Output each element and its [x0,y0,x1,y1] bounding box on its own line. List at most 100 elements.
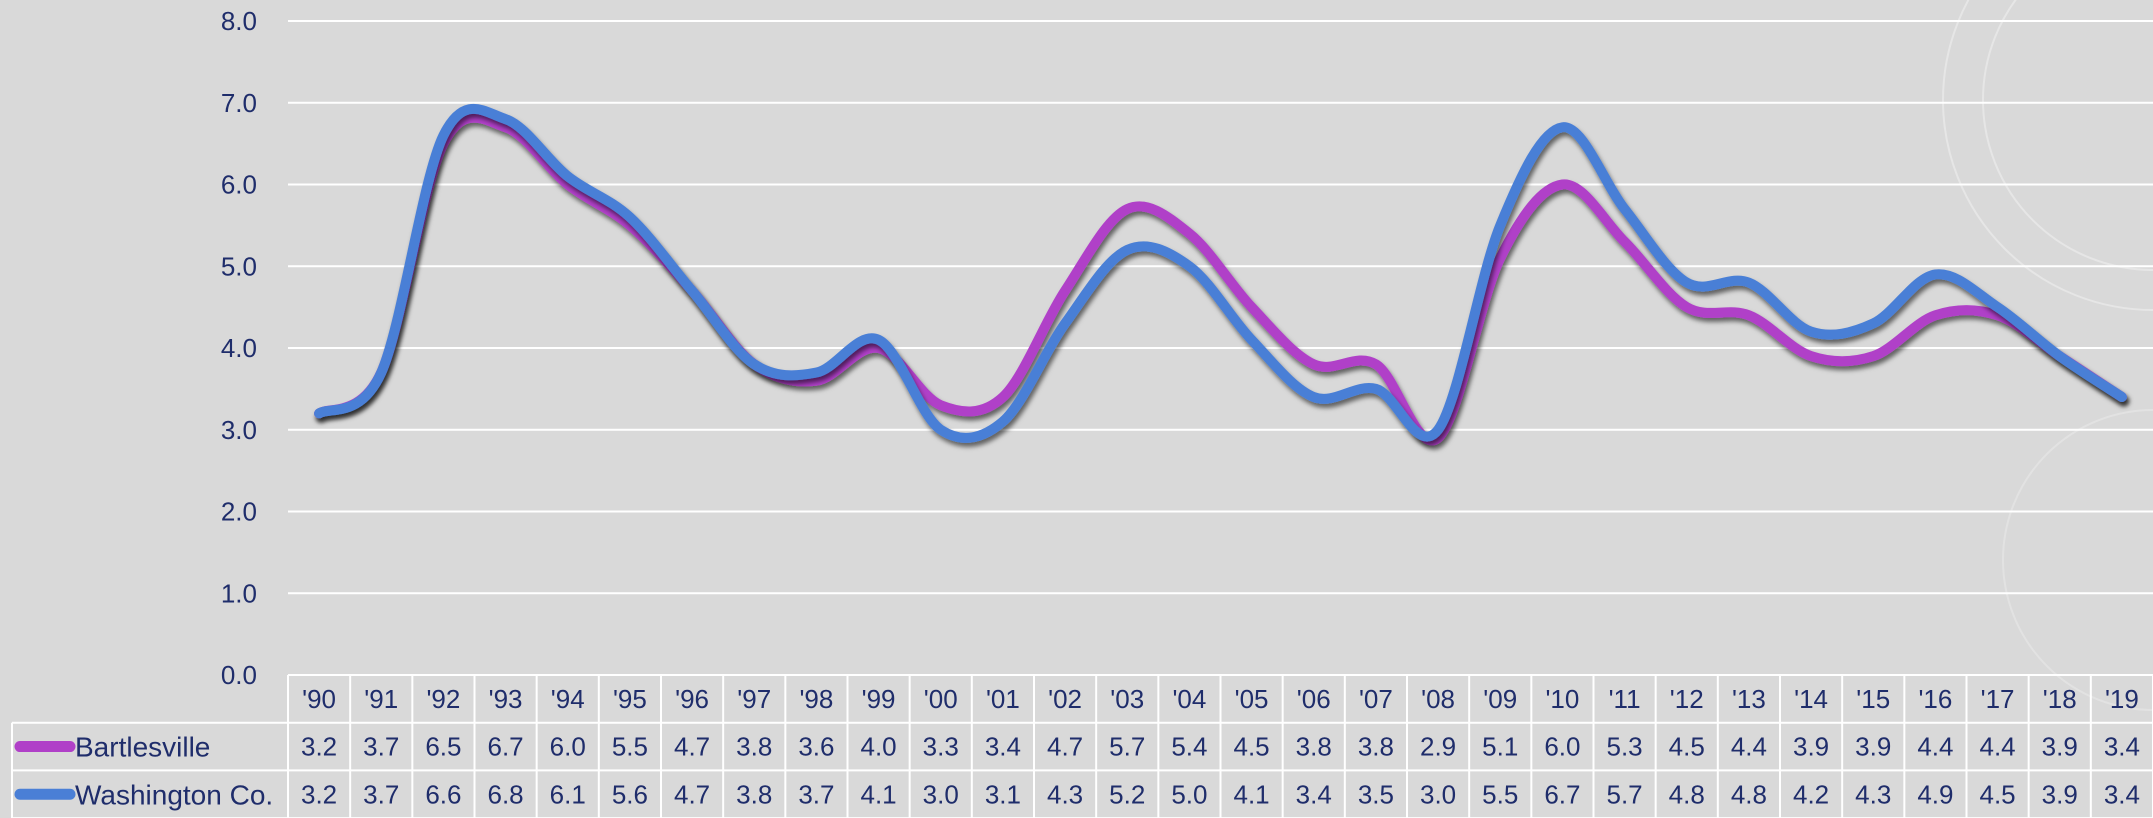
data-label: 4.0 [861,732,897,762]
y-tick-label: 1.0 [221,578,257,608]
data-label: 3.4 [1296,779,1332,809]
data-label: 3.2 [301,779,337,809]
data-label: 4.4 [1917,732,1953,762]
data-label: 3.4 [2104,779,2140,809]
y-tick-label: 6.0 [221,170,257,200]
y-tick-label: 8.0 [221,6,257,36]
data-label: 6.7 [1544,779,1580,809]
y-axis: 0.0 1.0 2.0 3.0 4.0 5.0 6.0 7.0 8.0 [221,6,257,690]
data-label: 4.2 [1793,779,1829,809]
x-tick-label: '12 [1670,684,1704,714]
x-tick-label: '01 [986,684,1020,714]
x-tick-label: '07 [1359,684,1393,714]
data-label: 3.8 [736,779,772,809]
data-label: 4.9 [1917,779,1953,809]
x-tick-label: '00 [924,684,958,714]
x-tick-label: '02 [1048,684,1082,714]
x-tick-label: '08 [1421,684,1455,714]
x-tick-label: '11 [1609,684,1641,714]
x-tick-label: '92 [426,684,460,714]
x-tick-label: '04 [1172,684,1206,714]
legend-entry: Bartlesville [75,732,210,763]
data-label: 3.0 [1420,779,1456,809]
data-label: 4.5 [1980,779,2016,809]
data-label: 4.7 [674,779,710,809]
data-label: 5.0 [1171,779,1207,809]
series-lines [314,103,2127,446]
x-tick-label: '98 [799,684,833,714]
data-label: 4.5 [1669,732,1705,762]
series-line-washington-co [314,103,2127,443]
data-label: 6.5 [425,732,461,762]
data-label: 3.8 [1358,732,1394,762]
data-label: 2.9 [1420,732,1456,762]
x-tick-label: '95 [613,684,647,714]
x-tick-label: '93 [489,684,523,714]
x-tick-label: '94 [551,684,585,714]
data-label: 5.7 [1109,732,1145,762]
data-label: 3.9 [1855,732,1891,762]
series-line-bartlesville [314,112,2127,446]
legend-entry: Washington Co. [75,779,273,810]
data-table: '90 '91 '92 '93 '94 '95 '96 '97 '98 '99 '00 '01 '02 '… [11,674,2153,818]
data-label: 4.7 [674,732,710,762]
y-tick-label: 4.0 [221,333,257,363]
y-tick-label: 0.0 [221,660,257,690]
data-label: 6.8 [488,779,524,809]
data-label: 3.2 [301,732,337,762]
x-tick-label: '96 [675,684,709,714]
background-decoration [1942,0,2153,711]
x-tick-label: '18 [2043,684,2077,714]
data-label: 3.4 [2104,732,2140,762]
x-tick-label: '91 [364,684,398,714]
data-label: 3.3 [923,732,959,762]
x-tick-label: '90 [302,684,336,714]
x-tick-label: '10 [1545,684,1579,714]
data-label: 3.9 [2042,732,2078,762]
x-tick-label: '03 [1110,684,1144,714]
data-label: 3.6 [798,732,834,762]
data-label: 4.8 [1731,779,1767,809]
x-tick-label: '14 [1794,684,1828,714]
x-tick-label: '13 [1732,684,1766,714]
data-label: 4.5 [1234,732,1270,762]
y-tick-label: 5.0 [221,251,257,281]
data-label: 3.9 [1793,732,1829,762]
x-tick-label: '06 [1297,684,1331,714]
x-tick-label: '05 [1235,684,1269,714]
data-label: 5.3 [1607,732,1643,762]
x-tick-label: '17 [1981,684,2015,714]
data-label: 4.7 [1047,732,1083,762]
data-label: 5.2 [1109,779,1145,809]
data-label: 4.3 [1047,779,1083,809]
data-label: 3.4 [985,732,1021,762]
data-label: 5.1 [1482,732,1518,762]
data-label: 3.7 [363,779,399,809]
x-tick-label: '15 [1856,684,1890,714]
data-label: 3.0 [923,779,959,809]
x-tick-label: '16 [1918,684,1952,714]
data-label: 3.5 [1358,779,1394,809]
data-label: 5.5 [1482,779,1518,809]
data-label: 3.8 [1296,732,1332,762]
data-label: 3.7 [363,732,399,762]
data-label: 6.0 [1544,732,1580,762]
x-tick-label: '09 [1483,684,1517,714]
x-tick-label: '19 [2105,684,2139,714]
data-label: 5.4 [1171,732,1207,762]
x-tick-label: '97 [737,684,771,714]
data-label: 3.8 [736,732,772,762]
data-label: 6.6 [425,779,461,809]
data-label: 4.4 [1980,732,2016,762]
data-label: 3.9 [2042,779,2078,809]
data-label: 4.8 [1669,779,1705,809]
y-tick-label: 7.0 [221,88,257,118]
data-label: 5.6 [612,779,648,809]
y-tick-label: 2.0 [221,497,257,527]
y-tick-label: 3.0 [221,415,257,445]
data-label: 4.1 [1234,779,1270,809]
data-label: 6.0 [550,732,586,762]
data-label: 3.7 [798,779,834,809]
